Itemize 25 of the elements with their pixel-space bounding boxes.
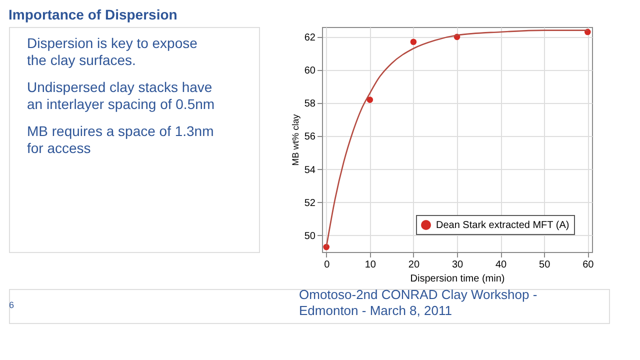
y-tick-label: 56 xyxy=(304,132,316,143)
point xyxy=(366,96,374,103)
legend-label: Dean Stark extracted MFT (A) xyxy=(436,220,570,231)
x-tick-label: 60 xyxy=(582,260,594,270)
point xyxy=(410,38,417,46)
x-tick-label: 10 xyxy=(364,260,376,270)
text: Importance of Dispersion xyxy=(8,6,178,22)
text: 6 xyxy=(9,300,14,310)
text: Undispersed clay stacks have an interlayer spacing of 0.5nm xyxy=(27,79,215,112)
y-tick-label: 62 xyxy=(304,32,316,44)
x-tick-label: 40 xyxy=(495,260,508,270)
y-tick-label: 58 xyxy=(304,98,316,110)
y-tick-label: 50 xyxy=(304,230,316,242)
y-tick-label: 60 xyxy=(304,66,316,77)
y-tick-label: 52 xyxy=(304,198,316,209)
y-axis-title: MB wt% clay xyxy=(290,114,300,166)
y-tick-label: 54 xyxy=(304,164,316,176)
x-tick-label: 30 xyxy=(452,260,464,270)
x-tick-label: 20 xyxy=(408,260,420,270)
text: Dispersion is key to expose the clay surfaces. xyxy=(27,35,198,68)
x-axis-title: Dispersion time (min) xyxy=(410,274,505,284)
x-tick-label: 0 xyxy=(324,260,330,270)
x-tick-label: 50 xyxy=(539,260,551,270)
text: Omotoso-2nd CONRAD Clay Workshop - Edmonton - March 8, 2011 xyxy=(299,287,538,318)
text: MB requires a space of 1.3nm for access xyxy=(27,123,214,156)
